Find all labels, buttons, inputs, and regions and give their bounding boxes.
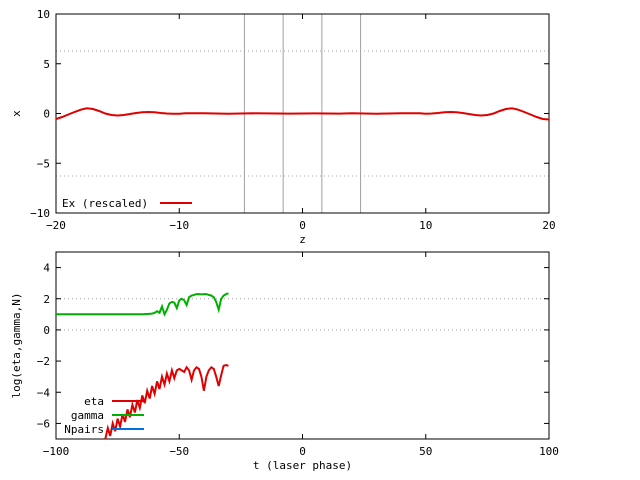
bottom-legend-label: eta — [84, 395, 104, 408]
top-x-axis-label: z — [299, 233, 306, 246]
bottom-series-eta — [104, 363, 229, 439]
bottom-ytick-label: 4 — [43, 262, 50, 275]
bottom-chart: t (laser phase) log(eta,gamma,N) −100 −50… — [10, 251, 559, 472]
top-ytick-label: −10 — [30, 207, 50, 220]
bottom-ytick-label: −2 — [37, 355, 50, 368]
bottom-x-axis-label: t (laser phase) — [253, 459, 352, 472]
top-ytick-label: 10 — [37, 8, 50, 21]
bottom-xtick-label: 50 — [419, 445, 432, 458]
top-legend-label: Ex (rescaled) — [62, 197, 148, 210]
bottom-ytick-label: −4 — [37, 386, 51, 399]
top-xtick-label: −20 — [46, 219, 66, 232]
bottom-legend-label: Npairs — [64, 423, 104, 436]
bottom-ytick-label: 0 — [43, 324, 50, 337]
bottom-ytick-label: −6 — [37, 417, 50, 430]
top-xtick-label: −10 — [169, 219, 189, 232]
bottom-xtick-label: −50 — [169, 445, 189, 458]
bottom-ytick-label: 2 — [43, 293, 50, 306]
top-ytick-label: 5 — [43, 58, 50, 71]
bottom-xtick-label: −100 — [43, 445, 70, 458]
top-xtick-label: 0 — [299, 219, 306, 232]
bottom-series-gamma — [56, 292, 229, 317]
bottom-plot-frame — [55, 251, 550, 440]
top-series-ex-rescaled — [56, 107, 549, 121]
bottom-legend-label: gamma — [71, 409, 104, 422]
bottom-xtick-label: 100 — [539, 445, 559, 458]
top-y-axis-label: x — [10, 110, 23, 117]
top-ytick-label: −5 — [37, 157, 50, 170]
top-xtick-label: 10 — [419, 219, 432, 232]
top-ytick-label: 0 — [43, 108, 50, 121]
bottom-xtick-label: 0 — [299, 445, 306, 458]
top-xtick-label: 20 — [542, 219, 555, 232]
bottom-y-axis-label: log(eta,gamma,N) — [10, 293, 23, 399]
